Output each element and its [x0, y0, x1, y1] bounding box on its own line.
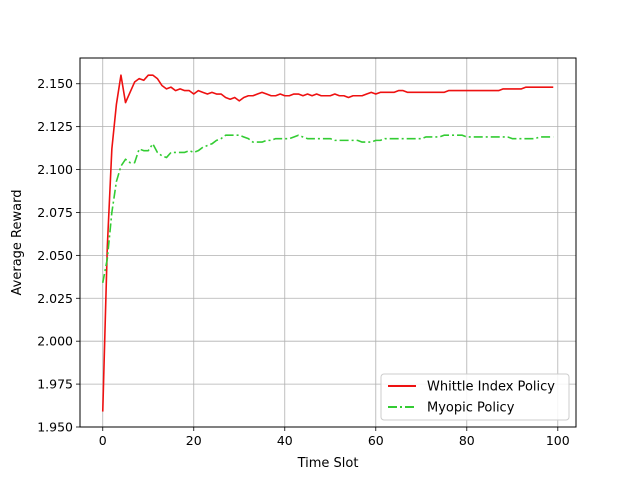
y-tick-label: 2.025 — [37, 291, 73, 306]
x-tick-label: 80 — [459, 433, 475, 448]
series-line-myopic — [101, 134, 554, 283]
series-lines — [101, 74, 554, 412]
y-tick-label: 2.100 — [37, 162, 73, 177]
axis-ticks: 0 20 40 60 80 100 1.950 1.975 2.000 2.025 2.050 2.0… — [37, 76, 570, 448]
y-tick-label: 1.975 — [37, 377, 73, 392]
x-tick-label: 60 — [368, 433, 384, 448]
legend: Whittle Index Policy Myopic Policy — [380, 373, 570, 421]
x-tick-label: 40 — [277, 433, 293, 448]
x-tick-label: 0 — [99, 433, 107, 448]
y-tick-label: 2.150 — [37, 76, 73, 91]
y-tick-label: 2.000 — [37, 334, 73, 349]
x-tick-label: 100 — [546, 433, 570, 448]
legend-box — [380, 373, 570, 421]
x-tick-label: 20 — [186, 433, 202, 448]
y-tick-label: 2.050 — [37, 248, 73, 263]
y-axis-label: Average Reward — [10, 190, 25, 296]
legend-label-myopic: Myopic Policy — [427, 401, 515, 416]
plot-frame — [79, 57, 577, 428]
y-tick-label: 2.075 — [37, 205, 73, 220]
y-tick-label: 2.125 — [37, 119, 73, 134]
legend-label-whittle: Whittle Index Policy — [427, 380, 555, 395]
series-line-whittle — [101, 74, 554, 412]
x-axis-label: Time Slot — [297, 456, 359, 471]
grid-lines — [80, 58, 576, 428]
y-tick-label: 1.950 — [37, 420, 73, 435]
